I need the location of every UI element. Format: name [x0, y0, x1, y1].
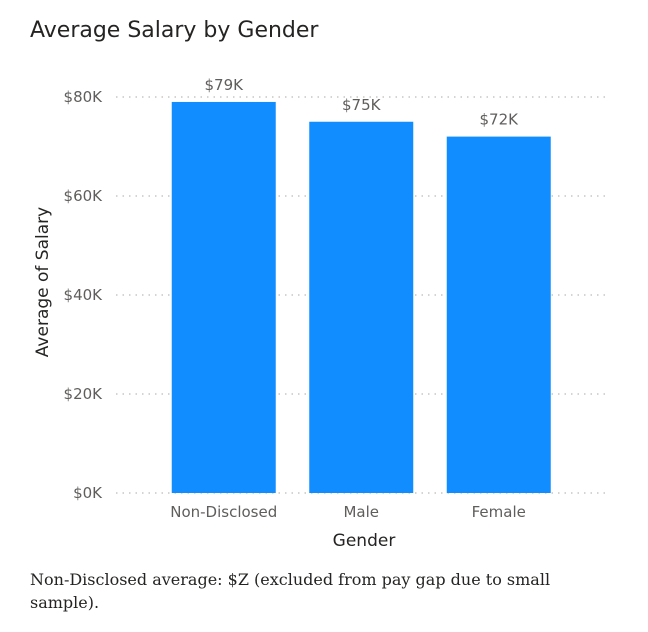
x-tick-label: Male: [343, 503, 379, 521]
bar[interactable]: [171, 101, 276, 493]
x-axis-ticks: Non-Disclosed Male Female: [170, 503, 526, 521]
x-tick-label: Female: [472, 503, 526, 521]
y-tick-label: $60K: [64, 187, 104, 205]
footnote: Non-Disclosed average: $Z (excluded from…: [30, 570, 551, 612]
y-tick-label: $40K: [64, 286, 104, 304]
y-axis-title: Average of Salary: [33, 207, 53, 357]
data-label: $79K: [205, 76, 245, 94]
chart-title: Average Salary by Gender: [30, 18, 319, 43]
bar[interactable]: [309, 121, 414, 493]
x-tick-label: Non-Disclosed: [170, 503, 277, 521]
bar-chart: $0K $20K $40K $60K $80K $79K $75K $72K Non-Dis…: [33, 76, 606, 551]
data-label: $75K: [342, 96, 382, 114]
y-axis-ticks: $0K $20K $40K $60K $80K: [64, 88, 104, 502]
data-labels: $79K $75K $72K: [205, 76, 520, 129]
y-tick-label: $20K: [64, 385, 104, 403]
y-tick-label: $80K: [64, 88, 104, 106]
x-axis-title: Gender: [333, 531, 396, 551]
bar[interactable]: [446, 136, 551, 493]
bars: [171, 101, 551, 493]
y-tick-label: $0K: [73, 484, 103, 502]
data-label: $72K: [480, 111, 520, 129]
